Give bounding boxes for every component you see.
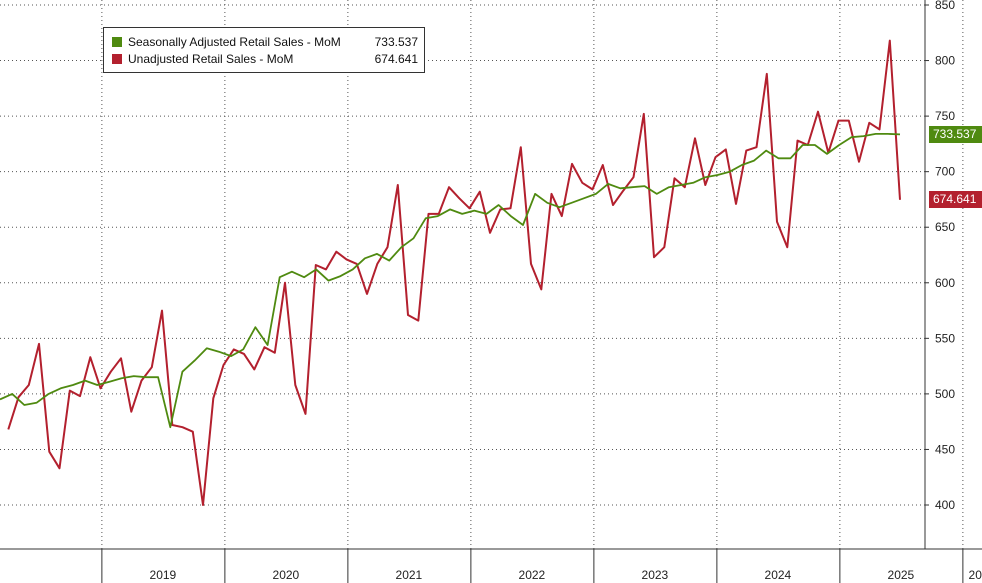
y-tick-labels: 400 450 500 550 600 650 700 750 800 850 bbox=[925, 0, 955, 512]
y-tick-label: 850 bbox=[935, 0, 955, 12]
y-tick-label: 600 bbox=[935, 276, 955, 290]
y-tick-label: 400 bbox=[935, 498, 955, 512]
y-tick-label: 750 bbox=[935, 109, 955, 123]
legend: Seasonally Adjusted Retail Sales - MoM 7… bbox=[103, 27, 425, 73]
x-tick-label: 2019 bbox=[150, 568, 177, 582]
x-tick-label: 2021 bbox=[396, 568, 423, 582]
x-tick-label: 2020 bbox=[273, 568, 300, 582]
y-tick-label: 800 bbox=[935, 54, 955, 68]
legend-swatch-red bbox=[112, 54, 122, 64]
series-lines bbox=[0, 39, 901, 506]
legend-value: 674.641 bbox=[374, 52, 418, 66]
series-line-seasonally-adjusted bbox=[0, 132, 901, 429]
x-tick-label: 2022 bbox=[519, 568, 546, 582]
y-tick-label: 550 bbox=[935, 331, 955, 345]
y-tick-label: 500 bbox=[935, 387, 955, 401]
y-tick-label: 650 bbox=[935, 220, 955, 234]
series-line-unadjusted bbox=[7, 39, 901, 506]
legend-entry-unadjusted: Unadjusted Retail Sales - MoM 674.641 bbox=[112, 51, 418, 67]
x-tick-label: 2023 bbox=[642, 568, 669, 582]
x-tick-labels: 2019 2020 2021 2022 2023 2024 2025 2026 bbox=[101, 549, 982, 583]
legend-label: Unadjusted Retail Sales - MoM bbox=[128, 52, 294, 66]
legend-label: Seasonally Adjusted Retail Sales - MoM bbox=[128, 35, 341, 49]
legend-swatch-green bbox=[112, 37, 122, 47]
x-tick-label: 2026 bbox=[969, 568, 982, 582]
y-tick-label: 700 bbox=[935, 165, 955, 179]
y-tick-label: 450 bbox=[935, 442, 955, 456]
x-tick-label: 2024 bbox=[765, 568, 792, 582]
legend-entry-seasonally-adjusted: Seasonally Adjusted Retail Sales - MoM 7… bbox=[112, 34, 418, 50]
x-tick-label: 2025 bbox=[888, 568, 915, 582]
last-value-tag-unadjusted: 674.641 bbox=[929, 191, 982, 209]
gridlines bbox=[0, 0, 964, 549]
last-value-tag-seasonally-adjusted: 733.537 bbox=[929, 125, 982, 143]
legend-value: 733.537 bbox=[374, 35, 418, 49]
